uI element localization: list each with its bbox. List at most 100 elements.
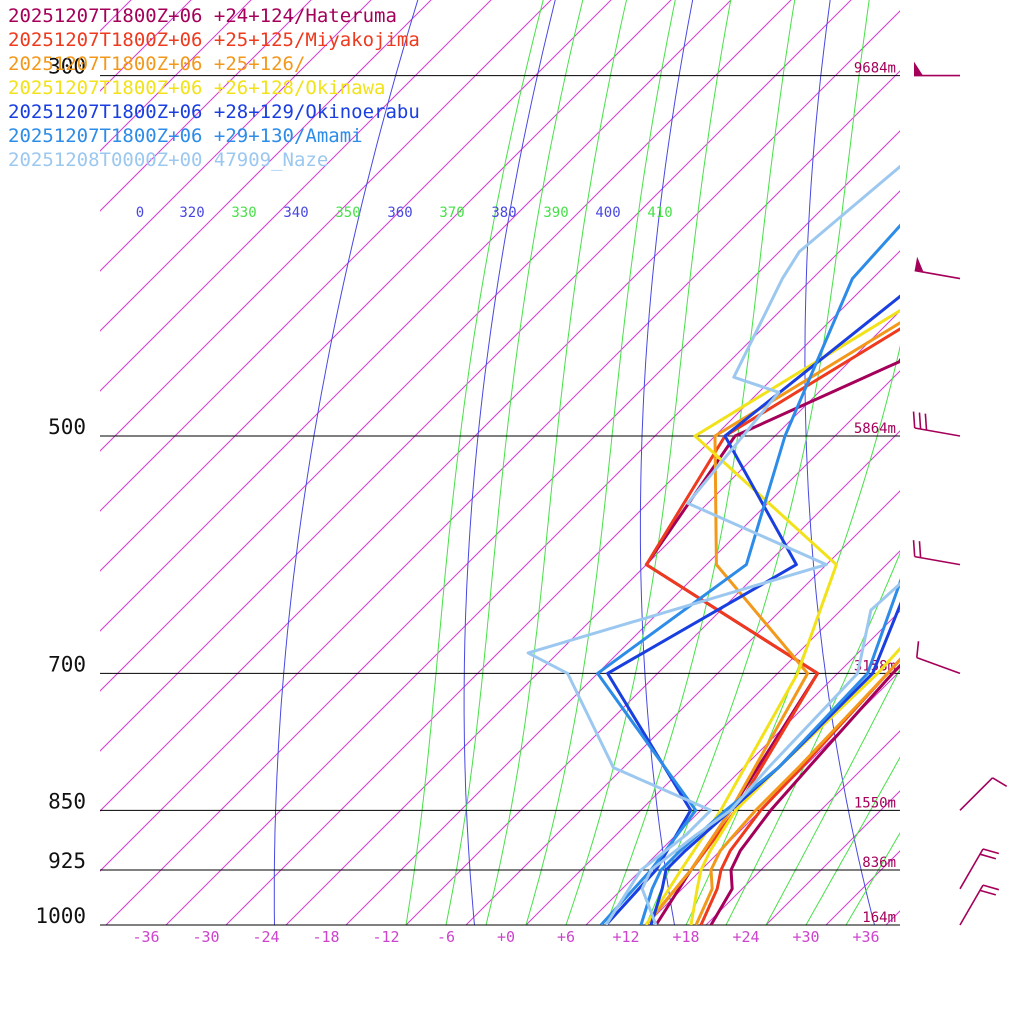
- height-label: 5864m: [854, 421, 896, 437]
- dry-adiabat-line: [463, 0, 556, 925]
- x-tick-label: -18: [312, 928, 339, 946]
- dry-adiabat-line: [273, 0, 419, 925]
- isotherm-line: [105, 130, 900, 925]
- wind-barb-full: [924, 413, 928, 431]
- isotherm-line: [885, 910, 900, 925]
- pressure-label: 700: [48, 652, 86, 676]
- theta-label: 360: [387, 205, 412, 221]
- isotherm-line: [100, 0, 852, 752]
- wind-barb: [914, 61, 960, 77]
- wind-barb-full: [982, 884, 1000, 891]
- x-tick-label: +12: [612, 928, 639, 946]
- wind-barb-full: [912, 540, 916, 557]
- height-label: 9684m: [854, 61, 896, 77]
- legend-entry-naze: 20251208T0000Z+00 47909_Naze: [8, 149, 329, 171]
- isotherm-line: [100, 0, 792, 692]
- theta-label: 0: [136, 205, 144, 221]
- isotherm-line: [585, 610, 900, 925]
- legend: 20251207T1800Z+06 +24+124/Hateruma 20251…: [8, 4, 420, 172]
- temperature-line: [694, 657, 900, 925]
- isotherm-line: [972, 0, 1024, 959]
- isotherm-line: [465, 490, 900, 925]
- moist-adiabat-line: [725, 552, 900, 925]
- moist-adiabat-line: [645, 0, 870, 925]
- theta-label: 340: [283, 205, 308, 221]
- pressure-label: 500: [48, 415, 86, 439]
- moist-adiabat-line: [485, 0, 628, 925]
- pressure-label: 850: [48, 789, 86, 813]
- height-label: 1550m: [854, 795, 896, 811]
- legend-entry-point-25-126: 20251207T1800Z+06 +25+126/: [8, 53, 306, 75]
- isotherm-line: [765, 790, 900, 925]
- dry-adiabat-line: [959, 0, 1024, 959]
- theta-label: 330: [231, 205, 256, 221]
- temperature-line: [689, 646, 900, 925]
- height-label: 164m: [862, 910, 896, 926]
- dry-adiabat-line: [804, 0, 876, 925]
- dewpoint-line: [644, 327, 900, 925]
- wind-barb-flag: [914, 61, 923, 76]
- theta-label: 410: [647, 205, 672, 221]
- wind-barb: [912, 411, 961, 437]
- wind-barb: [914, 256, 961, 280]
- wind-barb: [959, 884, 1000, 926]
- dewpoint-line: [644, 321, 900, 925]
- moist-adiabat-line: [765, 667, 900, 925]
- isotherm-line: [912, 0, 1024, 959]
- pressure-label: 925: [48, 849, 86, 873]
- dewpoint-line: [596, 223, 900, 925]
- legend-entry-amami: 20251207T1800Z+06 +29+130/Amami: [8, 125, 363, 147]
- legend-entry-okinawa: 20251207T1800Z+06 +26+128/Okinawa: [8, 77, 386, 99]
- temperature-line: [699, 657, 900, 925]
- theta-label: 370: [439, 205, 464, 221]
- wind-barb-staff: [959, 884, 984, 926]
- wind-barb-staff: [914, 555, 961, 566]
- wind-barb-staff: [914, 427, 961, 437]
- wind-barb-full: [979, 889, 997, 896]
- height-label: 836m: [862, 855, 896, 871]
- legend-entry-miyakojima: 20251207T1800Z+06 +25+125/Miyakojima: [8, 29, 420, 51]
- x-tick-label: -30: [192, 928, 219, 946]
- wind-barb-full: [918, 541, 922, 558]
- isotherm-line: [645, 670, 900, 925]
- dewpoint-line: [526, 164, 900, 925]
- wind-barb-staff: [916, 656, 961, 675]
- temperature-line: [639, 578, 900, 925]
- x-tick-label: -6: [437, 928, 455, 946]
- moist-adiabat-line: [685, 344, 900, 925]
- wind-barb-full: [992, 777, 1008, 787]
- isotherm-line: [345, 370, 900, 925]
- wind-barb-full: [915, 641, 920, 658]
- wind-barb-staff: [959, 777, 994, 811]
- legend-entry-okinoerabu: 20251207T1800Z+06 +28+129/Okinoerabu: [8, 101, 420, 123]
- x-tick-label: +36: [852, 928, 879, 946]
- wind-barb-staff: [959, 848, 984, 890]
- moist-adiabat-line: [805, 756, 900, 925]
- theta-label: 380: [491, 205, 516, 221]
- theta-label: 390: [543, 205, 568, 221]
- wind-barb-staff: [914, 269, 961, 280]
- temperature-line: [649, 601, 900, 925]
- dewpoint-line: [644, 308, 900, 925]
- x-tick-label: +6: [557, 928, 575, 946]
- wind-barb: [912, 540, 961, 566]
- x-tick-label: -36: [132, 928, 159, 946]
- moist-adiabat-line: [845, 832, 900, 925]
- wind-barb: [959, 777, 1008, 811]
- dry-adiabat-line: [639, 0, 694, 925]
- wind-barb: [959, 848, 1000, 890]
- x-tick-label: +24: [732, 928, 759, 946]
- moist-adiabat-line: [445, 0, 584, 925]
- wind-barb-full: [982, 848, 1000, 855]
- wind-barb-full: [918, 412, 922, 430]
- theta-label: 400: [595, 205, 620, 221]
- isotherm-line: [285, 310, 900, 925]
- x-tick-label: +0: [497, 928, 515, 946]
- temperature-line: [640, 581, 900, 925]
- isotherm-line: [100, 70, 900, 872]
- isotherm-line: [165, 190, 900, 925]
- wind-barb: [915, 641, 961, 675]
- theta-label: 350: [335, 205, 360, 221]
- isotherm-line: [100, 0, 732, 632]
